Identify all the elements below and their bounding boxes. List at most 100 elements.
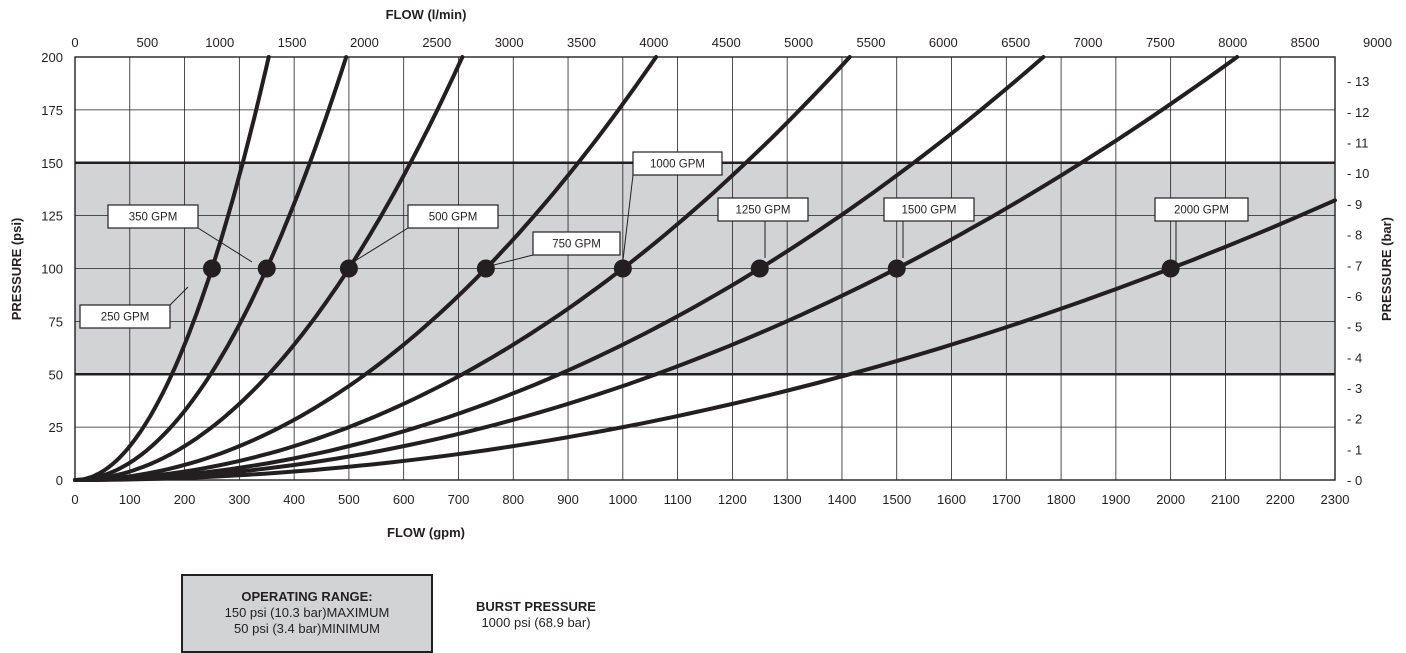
top-x-tick-label: 3000 xyxy=(495,35,524,50)
operating-range-min: 50 psi (3.4 bar)MINIMUM xyxy=(234,621,380,636)
curve-500-gpm xyxy=(73,55,465,482)
callout-box xyxy=(107,204,199,229)
x-tick-label: 1300 xyxy=(773,492,802,507)
y-tick-label: 200 xyxy=(41,50,63,65)
top-x-tick-label: 7000 xyxy=(1074,35,1103,50)
top-x-tick-label: 2500 xyxy=(422,35,451,50)
x-tick-label: 900 xyxy=(557,492,579,507)
right-y-tick-label: - 0 xyxy=(1347,473,1362,488)
x-tick-label: 1500 xyxy=(882,492,911,507)
x-tick-label: 400 xyxy=(283,492,305,507)
x-tick-label: 1400 xyxy=(827,492,856,507)
callout-box xyxy=(1154,197,1249,222)
operating-range-max: 150 psi (10.3 bar)MAXIMUM xyxy=(224,605,390,620)
x-tick-label: 2000 xyxy=(1156,492,1185,507)
rated-point-750-gpm xyxy=(476,259,495,278)
operating-range-title: OPERATING RANGE: xyxy=(241,589,373,604)
y-tick-label: 75 xyxy=(49,314,63,329)
x-tick-label: 2200 xyxy=(1266,492,1295,507)
rated-point-500-gpm xyxy=(339,259,358,278)
rated-point-1500-gpm xyxy=(887,259,906,278)
x-tick-label: 0 xyxy=(71,492,78,507)
callout-box xyxy=(79,304,171,329)
callout-label-350-gpm: 350 GPM xyxy=(129,212,178,224)
x-tick-label: 700 xyxy=(448,492,470,507)
x-tick-label: 800 xyxy=(502,492,524,507)
callout-leader xyxy=(349,227,409,265)
curve-750-gpm xyxy=(73,55,659,482)
callout-leader xyxy=(197,227,253,263)
curve-1000-gpm xyxy=(73,55,852,482)
top-x-tick-label: 4000 xyxy=(639,35,668,50)
x-tick-label: 2300 xyxy=(1321,492,1350,507)
y-tick-label: 100 xyxy=(41,262,63,277)
rated-point-250-gpm xyxy=(202,259,221,278)
x-axis-title: FLOW (gpm) xyxy=(387,525,465,540)
y-tick-label: 150 xyxy=(41,156,63,171)
right-y-tick-label: - 6 xyxy=(1347,289,1362,304)
right-y-tick-label: - 8 xyxy=(1347,228,1362,243)
curve-2000-gpm xyxy=(73,198,1337,482)
right-y-tick-label: - 2 xyxy=(1347,412,1362,427)
curve-1500-gpm xyxy=(73,55,1240,482)
callout-label-500-gpm: 500 GPM xyxy=(429,212,478,224)
top-x-tick-label: 5500 xyxy=(857,35,886,50)
rated-point-1250-gpm xyxy=(750,259,769,278)
x-tick-label: 1700 xyxy=(992,492,1021,507)
top-x-tick-label: 8000 xyxy=(1218,35,1247,50)
x-tick-label: 2100 xyxy=(1211,492,1240,507)
top-x-tick-label: 500 xyxy=(137,35,159,50)
callout-leader xyxy=(622,174,634,261)
top-x-tick-label: 4500 xyxy=(712,35,741,50)
y-tick-label: 25 xyxy=(49,420,63,435)
right-y-tick-label: - 1 xyxy=(1347,442,1362,457)
top-x-tick-label: 6500 xyxy=(1001,35,1030,50)
plot-frame xyxy=(74,56,1336,481)
callout-box xyxy=(883,197,975,222)
callout-box xyxy=(717,197,809,222)
callout-label-250-gpm: 250 GPM xyxy=(101,312,150,324)
operating-range-box: OPERATING RANGE: 150 psi (10.3 bar)MAXIM… xyxy=(181,574,433,653)
y-tick-label: 125 xyxy=(41,209,63,224)
callout-box xyxy=(532,231,621,256)
right-y-tick-label: - 4 xyxy=(1347,350,1362,365)
x-tick-label: 300 xyxy=(228,492,250,507)
x-tick-label: 600 xyxy=(393,492,415,507)
curve-1250-gpm xyxy=(73,55,1046,482)
top-x-tick-label: 3500 xyxy=(567,35,596,50)
top-x-tick-label: 0 xyxy=(71,35,78,50)
top-x-tick-label: 1500 xyxy=(278,35,307,50)
x-tick-label: 1000 xyxy=(608,492,637,507)
right-y-tick-label: - 3 xyxy=(1347,381,1362,396)
right-y-tick-label: - 5 xyxy=(1347,320,1362,335)
top-x-tick-label: 9000 xyxy=(1363,35,1392,50)
x-tick-label: 100 xyxy=(119,492,141,507)
top-x-tick-label: 5000 xyxy=(784,35,813,50)
right-y-tick-label: - 13 xyxy=(1347,74,1369,89)
callout-label-2000-gpm: 2000 GPM xyxy=(1174,205,1229,217)
top-x-tick-label: 6000 xyxy=(929,35,958,50)
x-tick-label: 500 xyxy=(338,492,360,507)
x-tick-label: 200 xyxy=(174,492,196,507)
x-tick-label: 1100 xyxy=(664,492,692,507)
callout-label-1250-gpm: 1250 GPM xyxy=(736,205,791,217)
callout-leader xyxy=(489,254,534,267)
right-y-tick-label: - 11 xyxy=(1347,136,1368,151)
right-y-tick-label: - 9 xyxy=(1347,197,1362,212)
top-x-tick-label: 1000 xyxy=(205,35,234,50)
right-y-tick-label: - 10 xyxy=(1347,166,1369,181)
right-axis-title: PRESSURE (bar) xyxy=(1379,217,1394,321)
curve-250-gpm xyxy=(73,55,271,482)
rated-point-1000-gpm xyxy=(613,259,632,278)
rated-point-350-gpm xyxy=(257,259,276,278)
callout-label-1500-gpm: 1500 GPM xyxy=(902,205,957,217)
y-tick-label: 175 xyxy=(41,103,63,118)
curve-350-gpm xyxy=(73,55,349,482)
burst-pressure-value: 1000 psi (68.9 bar) xyxy=(481,615,591,630)
rated-point-2000-gpm xyxy=(1161,259,1180,278)
callout-box xyxy=(407,204,499,229)
right-y-tick-label: - 12 xyxy=(1347,105,1369,120)
x-tick-label: 1900 xyxy=(1101,492,1130,507)
y-axis-title: PRESSURE (psi) xyxy=(9,218,24,321)
